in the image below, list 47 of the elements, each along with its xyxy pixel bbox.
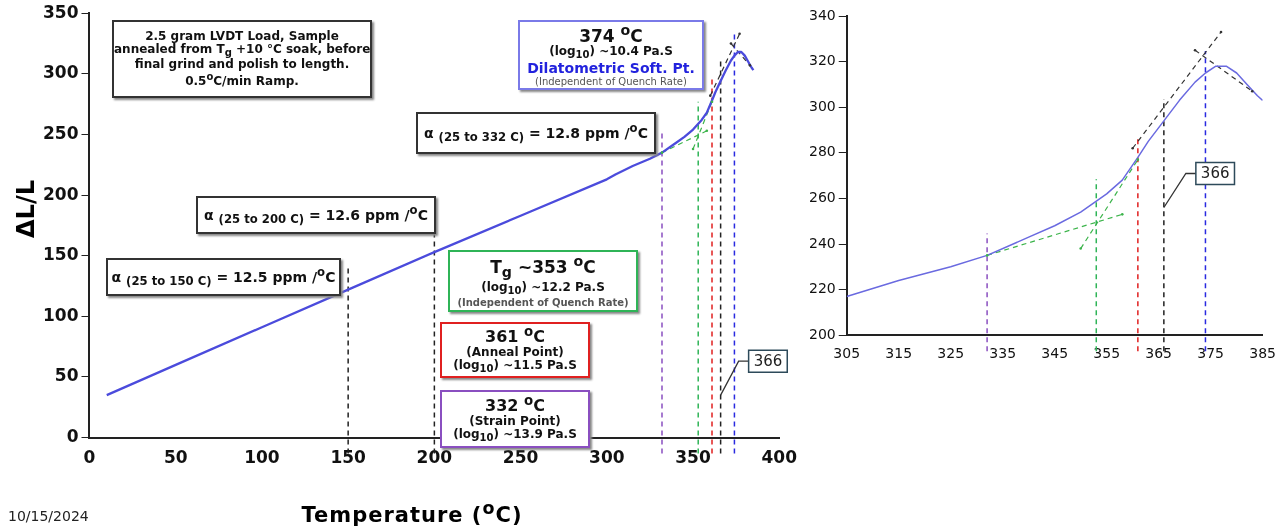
x-tick-label: 325 [937,345,965,362]
text: 10/15/2024 [8,508,89,524]
y-tick-label: 280 [808,143,836,160]
x-tick-label: 305 [833,345,861,362]
y-tick-label: 150 [42,244,79,265]
x-tick-label: 200 [416,447,453,468]
x-tick-label: 400 [761,447,798,468]
y-tick-label: 320 [808,52,836,69]
x-tick-label: 355 [1093,345,1121,362]
x-tick-label: 365 [1145,345,1173,362]
y-tick-label: 50 [54,365,79,386]
text: T$_{g}$ ~353 $^{o}$C (log$_{10}$) ~12.2 Pa.S (Independent of Quench Rate) [457,253,629,308]
y-tick-label: 200 [808,325,836,342]
y-axis-title: ΔL/L [12,179,40,240]
x-tick-label: 315 [885,345,913,362]
x-tick-label: 375 [1197,345,1225,362]
x-tick-label: 335 [989,345,1017,362]
x-tick-label: 350 [675,447,711,468]
y-tick-label: 220 [808,280,836,297]
y-tick-label: 300 [808,97,836,114]
x-axis-title: Temperature ($^{o}$C) [301,498,523,527]
y-tick-label: 100 [42,304,79,325]
x-tick-label: 250 [502,447,539,468]
y-tick-label: 340 [808,6,836,23]
annotation: α $_{(25 to 200 C)}$ = 12.6 ppm /$^{o}$C [203,202,429,227]
ref-line-label: 366 [1200,164,1230,183]
y-tick-label: 0 [66,426,79,447]
annotation: α $_{(25 to 332 C)}$ = 12.8 ppm /$^{o}$C [423,120,649,145]
y-tick-label: 200 [42,183,79,204]
y-tick-label: 260 [808,189,836,206]
y-tick-label: 300 [42,62,79,83]
y-tick-label: 250 [42,122,79,143]
y-tick-label: 240 [808,234,836,251]
x-tick-label: 385 [1249,345,1277,362]
annotation: α $_{(25 to 150 C)}$ = 12.5 ppm /$^{o}$C [110,264,337,289]
annotation: 361 $^{o}$C (Anneal Point) (log$_{10}$) ~11.5 Pa.S [442,324,588,375]
y-tick-label: 350 [42,1,79,22]
x-tick-label: 345 [1041,345,1069,362]
x-tick-label: 50 [163,447,188,468]
text: 374 $^{o}$C (log$_{10}$) ~10.4 Pa.S Dilatometric Soft. Pt. (Independent of Quench Rate) [527,21,695,88]
x-tick-label: 100 [244,447,280,468]
x-tick-label: 300 [589,447,625,468]
x-tick-label: 0 [83,447,96,468]
annotation: 332 $^{o}$C (Strain Point) (log$_{10}$) ~13.9 Pa.S [452,393,578,444]
x-tick-label: 150 [330,447,367,468]
annotation: 2.5 gram LVDT Load, Sample annealed from T$_{g}$ +10 °C soak, before final grind and polish to length. 0.5$^{o}$C/min Ramp. [114,28,371,89]
ref-line-label: 366 [753,352,783,371]
